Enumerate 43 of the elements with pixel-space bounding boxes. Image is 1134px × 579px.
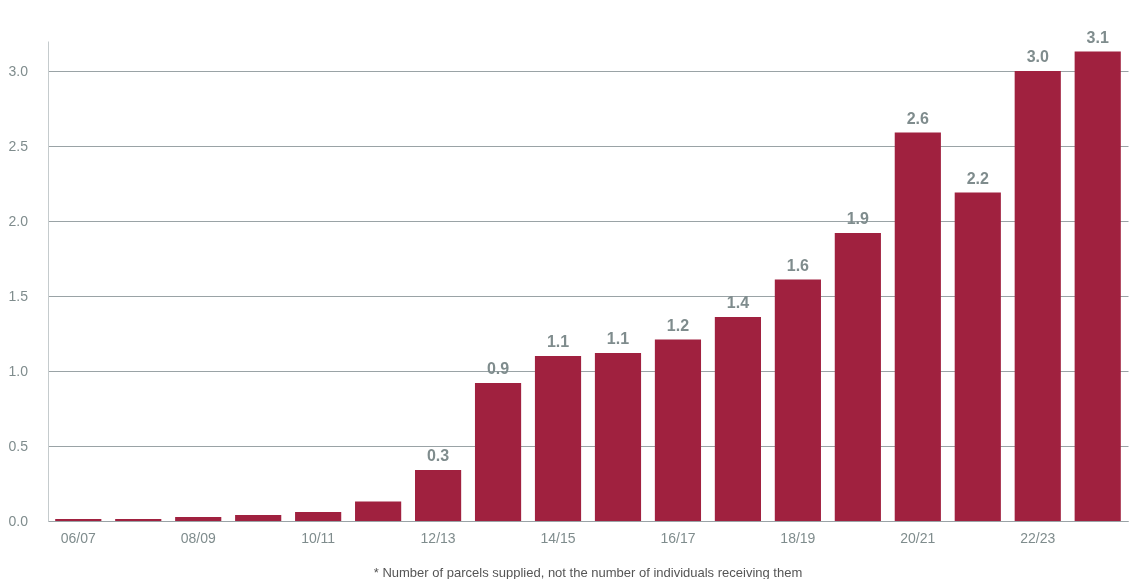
y-tick-label: 2.5 — [8, 137, 29, 154]
bar — [894, 132, 941, 521]
y-tick-label: 0.5 — [8, 437, 29, 454]
data-label: 1.4 — [726, 294, 750, 311]
bar — [774, 279, 821, 521]
x-tick-label: 20/21 — [900, 529, 936, 546]
data-label: 1.2 — [666, 316, 690, 334]
x-tick-label: 18/19 — [780, 529, 816, 546]
x-tick-label: 14/15 — [540, 529, 576, 546]
text: * Number of parcels supplied, not the number of individuals receiving them — [373, 565, 803, 579]
bar — [594, 353, 642, 521]
x-tick-label: 12/13 — [420, 529, 456, 546]
x-tick-label: 22/23 — [1020, 529, 1056, 546]
y-tick-label: 0.0 — [8, 512, 29, 529]
y-tick-label: 2.0 — [8, 212, 29, 229]
data-label: 1.1 — [546, 333, 570, 350]
bar — [355, 501, 402, 521]
x-tick-label: 08/09 — [180, 529, 216, 546]
data-label: 1.1 — [606, 330, 630, 347]
bar — [1074, 51, 1121, 521]
bar — [654, 339, 702, 521]
bar — [474, 383, 522, 521]
y-tick-label: 1.0 — [8, 362, 29, 379]
bar — [175, 517, 222, 521]
bar — [834, 233, 881, 521]
bar — [714, 317, 761, 521]
data-label: 2.2 — [966, 169, 989, 187]
bar — [1014, 71, 1061, 521]
bar — [235, 515, 282, 521]
bar — [295, 512, 342, 521]
y-tick-label: 3.0 — [8, 62, 29, 79]
x-tick-label: 06/07 — [60, 529, 97, 546]
data-label: 3.0 — [1026, 48, 1049, 65]
data-label: 2.6 — [906, 109, 930, 127]
data-label: 1.6 — [786, 256, 810, 274]
y-tick-label: 1.5 — [8, 287, 29, 304]
bar — [534, 356, 582, 521]
data-label: 3.1 — [1086, 28, 1109, 46]
data-label: 0.3 — [426, 447, 450, 464]
bar — [415, 470, 462, 521]
x-tick-label: 16/17 — [660, 529, 696, 546]
x-tick-label: 10/11 — [301, 529, 336, 546]
bar — [954, 192, 1001, 521]
